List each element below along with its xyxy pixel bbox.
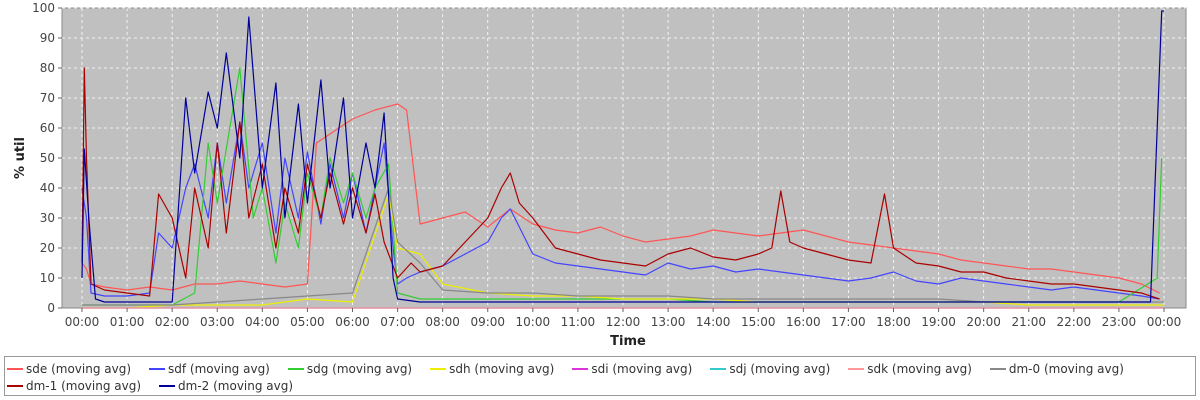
y-tick-label: 90 (40, 31, 55, 45)
y-axis-title: % util (13, 137, 28, 179)
legend-swatch (430, 367, 447, 370)
legend-item: sdg (moving avg) (286, 360, 412, 377)
legend: sde (moving avg) sdf (moving avg) sdg (mov… (4, 356, 1196, 396)
legend-item: sdh (moving avg) (428, 360, 554, 377)
x-tick-label: 10:00 (516, 315, 551, 329)
series-line-0 (81, 103, 1160, 294)
y-tick-label: 10 (40, 271, 55, 285)
legend-label: dm-1 (moving avg) (26, 378, 142, 393)
legend-label: sdf (moving avg) (168, 361, 270, 376)
x-tick-label: 00:00 (1147, 315, 1182, 329)
legend-item: sde (moving avg) (5, 360, 131, 377)
x-tick-label: 22:00 (1057, 315, 1092, 329)
y-tick-label: 70 (40, 91, 55, 105)
legend-label: sdh (moving avg) (449, 361, 555, 376)
legend-swatch (7, 367, 23, 370)
legend-item: sdk (moving avg) (846, 360, 972, 377)
legend-label: sdg (moving avg) (306, 361, 413, 376)
legend-swatch (159, 384, 176, 387)
x-tick-label: 09:00 (470, 315, 505, 329)
y-tick-label: 30 (40, 211, 55, 225)
x-tick-label: 00:00 (65, 315, 100, 329)
legend-swatch (7, 384, 23, 387)
legend-item: dm-0 (moving avg) (988, 360, 1124, 377)
legend-swatch (848, 367, 865, 370)
series-line-8 (81, 67, 1160, 300)
legend-swatch (287, 367, 304, 370)
legend-item: dm-1 (moving avg) (5, 377, 141, 394)
x-tick-label: 16:00 (786, 315, 821, 329)
legend-label: sdj (moving avg) (729, 361, 831, 376)
legend-item: sdf (moving avg) (147, 360, 270, 377)
x-tick-label: 17:00 (831, 315, 866, 329)
x-tick-label: 19:00 (921, 315, 956, 329)
line-chart: 0 10 20 30 40 50 60 70 80 90 100 00:00 01:00 02:00 03:… (13, 1, 1187, 349)
legend-item: sdi (moving avg) (570, 360, 692, 377)
x-tick-label: 15:00 (741, 315, 776, 329)
y-tick-label: 60 (40, 121, 55, 135)
series-line-9 (81, 10, 1164, 303)
x-tick-label: 23:00 (1102, 315, 1137, 329)
legend-swatch (572, 367, 589, 370)
axes: 0 10 20 30 40 50 60 70 80 90 100 00:00 01:00 02:00 03:… (32, 1, 1181, 329)
legend-label: sdi (moving avg) (591, 361, 693, 376)
x-tick-label: 18:00 (876, 315, 911, 329)
x-tick-label: 01:00 (110, 315, 145, 329)
x-tick-label: 13:00 (651, 315, 686, 329)
legend-label: sde (moving avg) (26, 361, 132, 376)
series-line-1 (81, 121, 1160, 300)
legend-swatch (710, 367, 727, 370)
grid-lines (62, 7, 1186, 308)
x-tick-label: 11:00 (561, 315, 596, 329)
series-line-7 (82, 187, 1164, 306)
x-tick-label: 21:00 (1011, 315, 1046, 329)
legend-label: dm-0 (moving avg) (1008, 361, 1124, 376)
x-tick-label: 04:00 (245, 315, 280, 329)
x-axis-title: Time (610, 334, 646, 349)
x-tick-label: 08:00 (425, 315, 460, 329)
legend-swatch (989, 367, 1006, 370)
x-tick-label: 20:00 (966, 315, 1001, 329)
y-tick-label: 20 (40, 241, 55, 255)
legend-label: sdk (moving avg) (867, 361, 972, 376)
y-tick-label: 40 (40, 181, 55, 195)
x-tick-label: 07:00 (380, 315, 415, 329)
legend-label: dm-2 (moving avg) (178, 378, 294, 393)
x-tick-label: 03:00 (200, 315, 235, 329)
y-tick-label: 0 (47, 301, 55, 315)
x-tick-label: 05:00 (290, 315, 325, 329)
y-tick-label: 100 (32, 1, 55, 15)
legend-item: sdj (moving avg) (708, 360, 830, 377)
legend-swatch (149, 367, 166, 370)
y-tick-label: 80 (40, 61, 55, 75)
y-tick-label: 50 (40, 151, 55, 165)
x-tick-label: 02:00 (155, 315, 190, 329)
x-tick-label: 06:00 (335, 315, 370, 329)
legend-item: dm-2 (moving avg) (157, 377, 293, 394)
x-tick-label: 14:00 (696, 315, 731, 329)
x-tick-label: 12:00 (606, 315, 641, 329)
